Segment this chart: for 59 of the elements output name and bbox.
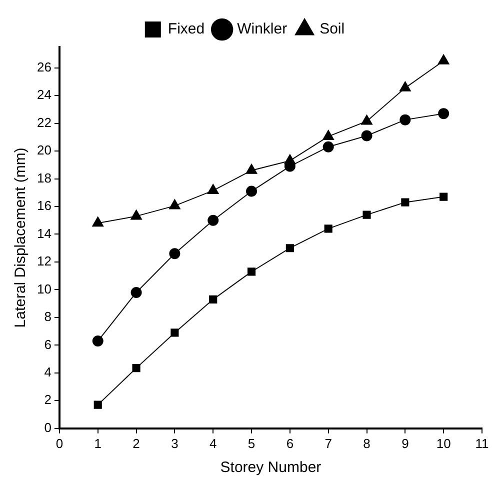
x-tick-label: 10 (436, 436, 451, 451)
point (438, 54, 450, 64)
point (207, 184, 219, 194)
y-tick-label: 18 (36, 170, 52, 186)
y-tick-label: 22 (36, 114, 52, 130)
x-tick-label: 3 (171, 436, 178, 451)
point (208, 214, 219, 226)
point (170, 328, 179, 337)
x-tick-label: 1 (94, 436, 102, 451)
point (401, 198, 410, 206)
point (322, 130, 334, 140)
point (169, 248, 180, 260)
y-axis-title: Lateral Displacement (mm) (12, 148, 30, 328)
point (92, 336, 104, 347)
y-tick-label: 12 (36, 254, 52, 269)
x-tick-label: 11 (475, 436, 489, 451)
y-tick-label: 16 (36, 198, 52, 214)
point (209, 295, 218, 304)
y-tick-label: 10 (36, 281, 52, 296)
y-tick-label: 20 (36, 142, 52, 158)
y-tick-label: 0 (44, 420, 52, 435)
point (246, 164, 258, 174)
point (92, 216, 104, 227)
x-tick-label: 6 (286, 436, 294, 451)
point (130, 210, 142, 220)
y-tick-label: 14 (36, 226, 52, 241)
legend-label: Winkler (237, 20, 288, 38)
point (438, 108, 450, 120)
legend-label: Soil (320, 20, 345, 38)
point (94, 400, 102, 409)
point (362, 210, 371, 219)
x-tick-label: 4 (209, 436, 217, 451)
y-tick-label: 26 (36, 59, 52, 74)
y-tick-label: 6 (44, 336, 52, 352)
point (322, 141, 334, 152)
legend-label: Fixed (168, 20, 205, 38)
point (169, 199, 180, 210)
point (361, 130, 372, 142)
point (440, 192, 448, 201)
point (247, 268, 256, 276)
x-tick-label: 5 (248, 436, 256, 451)
x-tick-label: 9 (402, 436, 409, 451)
point (286, 244, 294, 252)
x-tick-label: 2 (132, 436, 140, 451)
x-tick-label: 0 (56, 436, 64, 451)
point (324, 224, 332, 233)
y-tick-label: 2 (44, 392, 52, 408)
y-tick-label: 24 (36, 87, 52, 102)
point (132, 364, 140, 372)
point (130, 286, 142, 298)
point (400, 114, 411, 126)
point (399, 81, 411, 92)
x-tick-label: 8 (363, 436, 370, 451)
point (361, 114, 372, 125)
x-tick-label: 7 (324, 436, 332, 451)
y-tick-label: 4 (44, 364, 52, 380)
y-tick-label: 8 (44, 309, 52, 324)
x-axis-title: Storey Number (220, 459, 322, 476)
point (246, 186, 258, 197)
